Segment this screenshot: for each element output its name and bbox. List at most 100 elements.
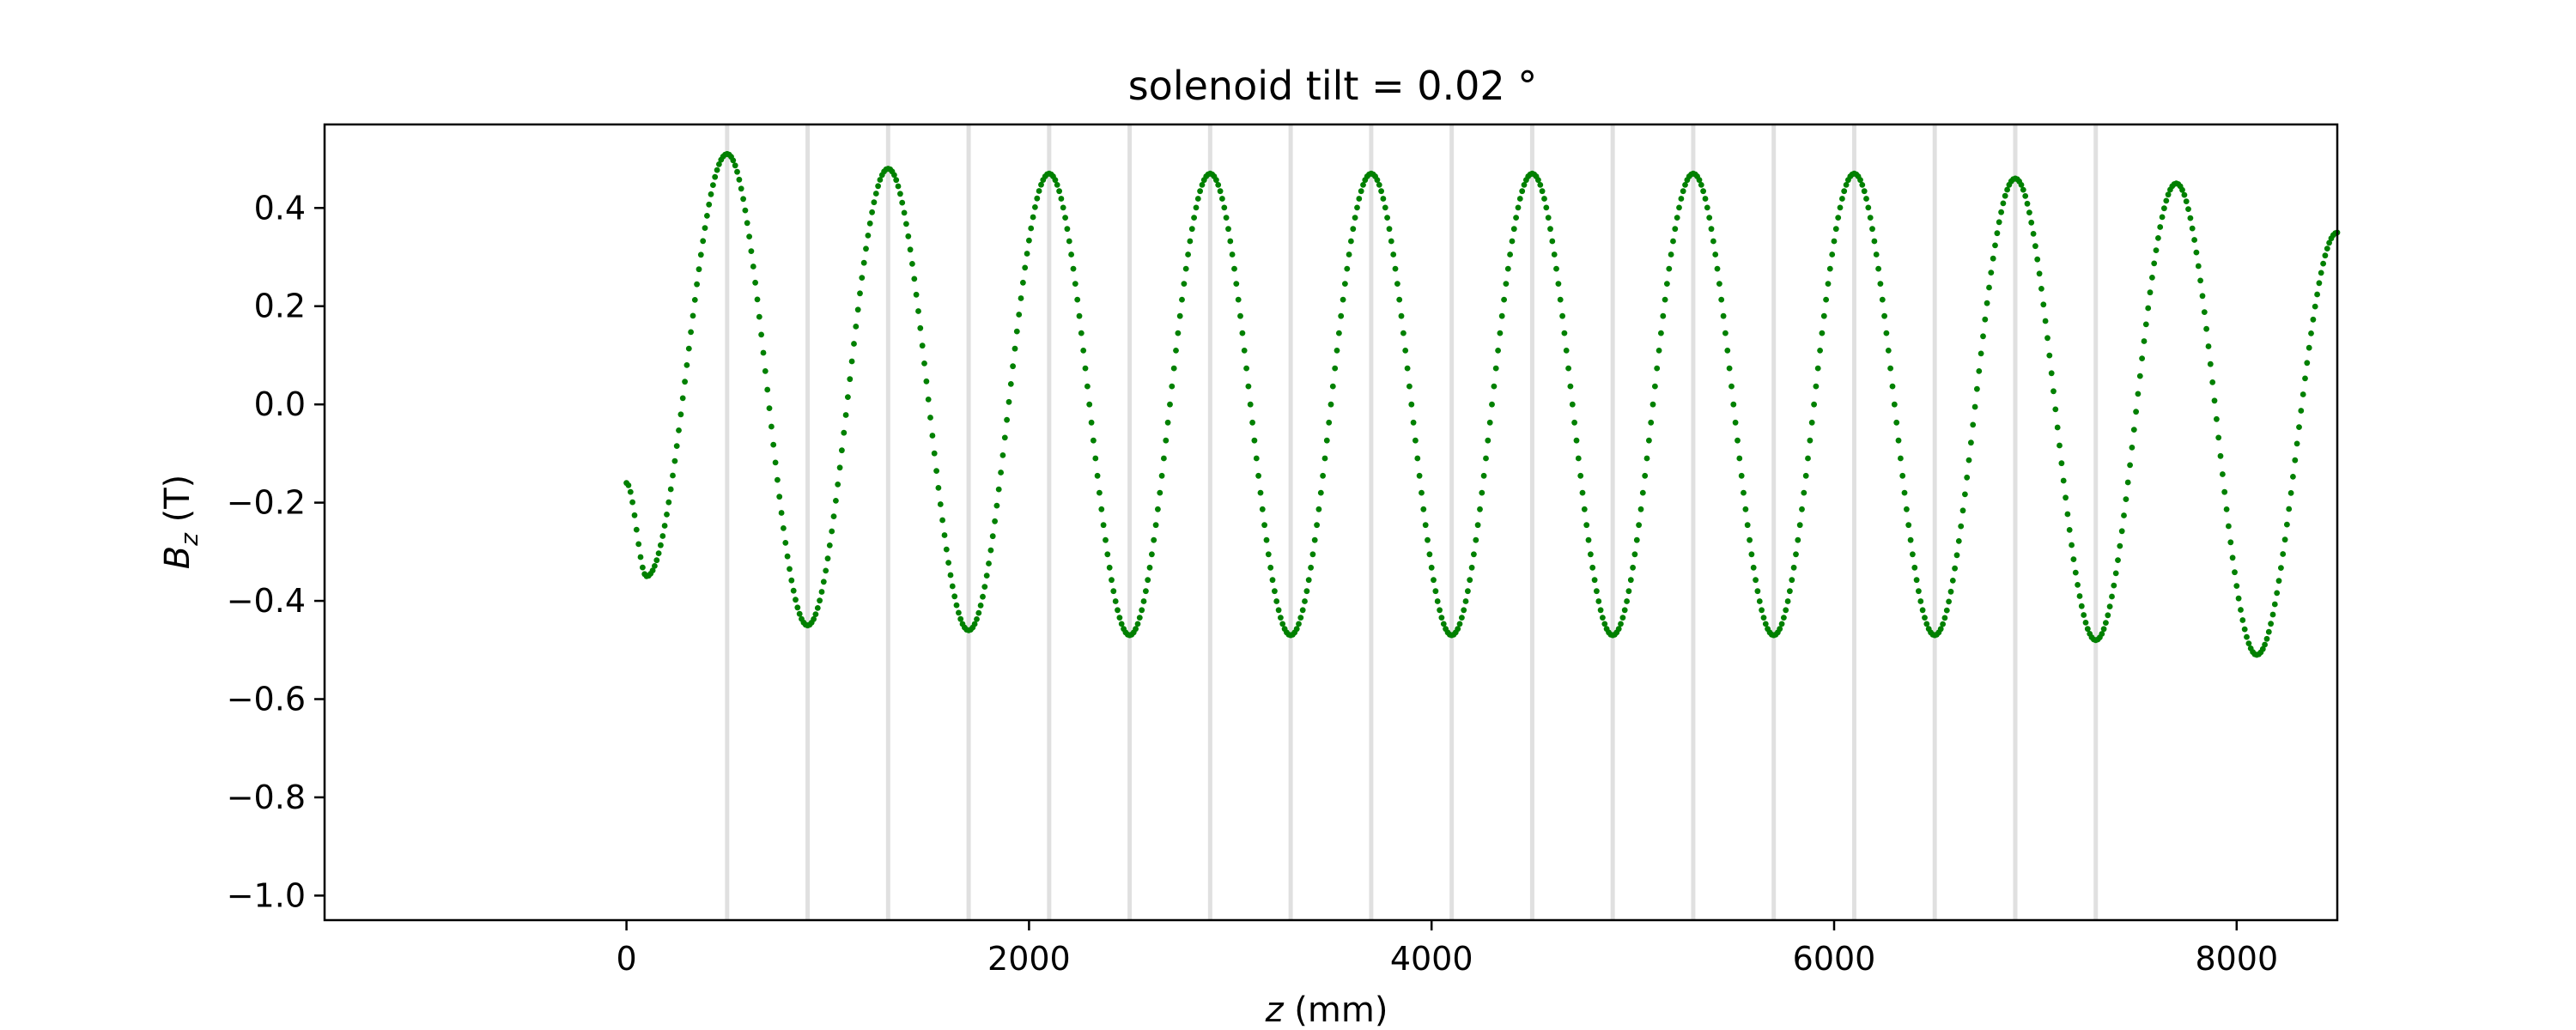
data-point (2084, 626, 2091, 633)
data-point (1736, 455, 1743, 462)
data-point (2124, 479, 2131, 486)
data-point (845, 394, 851, 400)
data-point (1516, 196, 1523, 202)
data-point (857, 290, 863, 297)
data-point (1146, 564, 1153, 571)
data-point (2069, 542, 2075, 548)
data-point (2030, 231, 2037, 237)
data-point (1700, 188, 1706, 195)
data-point (1747, 536, 1753, 543)
data-point (2054, 424, 2061, 431)
data-point (1185, 251, 1191, 258)
data-point (935, 485, 942, 491)
data-point (1474, 522, 1481, 529)
data-point (1326, 419, 1333, 426)
data-point (1901, 489, 1908, 496)
data-point (2130, 427, 2137, 433)
data-point (1992, 242, 1998, 249)
data-point (2320, 260, 2327, 267)
data-point (1646, 437, 1652, 444)
data-point (1479, 489, 1485, 496)
data-point (704, 213, 710, 219)
data-point (999, 452, 1006, 458)
data-point (1293, 626, 1300, 633)
data-point (2203, 325, 2210, 332)
data-point (752, 279, 758, 286)
data-point (736, 176, 743, 183)
y-tick-label: −0.4 (227, 582, 306, 620)
data-point (1422, 522, 1429, 529)
data-point (1076, 312, 1083, 319)
data-point (1789, 577, 1795, 584)
data-point (2193, 249, 2200, 256)
data-point (1913, 577, 1920, 584)
data-point (1392, 265, 1399, 272)
data-point (975, 609, 982, 616)
data-point (691, 297, 698, 303)
data-point (1231, 265, 1237, 272)
data-point (1741, 489, 1747, 496)
data-point (2262, 641, 2269, 648)
data-point (1996, 219, 2002, 226)
data-point (1188, 226, 1195, 233)
data-point (1176, 312, 1183, 319)
data-point (1323, 437, 1330, 444)
data-point (2324, 245, 2330, 251)
data-point (1026, 237, 1032, 244)
data-point (1311, 536, 1318, 543)
data-point (2296, 424, 2302, 430)
data-point (877, 177, 884, 183)
data-point (909, 261, 915, 267)
data-point (750, 264, 756, 270)
data-point (981, 584, 988, 590)
data-point (2034, 256, 2041, 263)
data-point (1799, 506, 1805, 512)
data-point (1263, 536, 1270, 543)
plot-frame (323, 123, 2339, 922)
x-tick-label: 4000 (1390, 940, 1473, 978)
data-point (784, 553, 791, 560)
data-point (1980, 333, 1986, 340)
data-point (1778, 621, 1785, 627)
data-point (1155, 506, 1161, 512)
data-point (1467, 577, 1473, 584)
data-point (2227, 539, 2234, 546)
data-point (1425, 536, 1431, 543)
data-point (2211, 397, 2218, 404)
data-point (1406, 383, 1413, 390)
data-point (812, 611, 819, 617)
data-point (933, 468, 939, 474)
data-point (1873, 251, 1880, 258)
data-point (1092, 455, 1099, 462)
data-point (1233, 281, 1240, 287)
data-point (787, 566, 793, 573)
data-point (1553, 265, 1559, 272)
data-point (1859, 182, 1866, 188)
data-point (1332, 365, 1339, 372)
data-point (762, 368, 769, 374)
data-point (732, 162, 738, 169)
data-point (826, 542, 833, 548)
data-point (2040, 301, 2047, 308)
data-point (897, 191, 903, 197)
data-point (1889, 383, 1896, 390)
data-point (1633, 536, 1640, 543)
data-point (2103, 620, 2109, 626)
data-point (2302, 375, 2308, 382)
data-point (1569, 401, 1576, 408)
data-point (907, 246, 914, 253)
data-point (1191, 215, 1197, 221)
data-point (817, 597, 823, 604)
data-point (2064, 511, 2071, 518)
data-point (1704, 204, 1710, 211)
data-point (1167, 401, 1173, 408)
data-point (1994, 230, 2001, 237)
data-point (1871, 238, 1878, 245)
data-point (1984, 300, 1990, 306)
data-point (793, 597, 799, 603)
data-point (1501, 296, 1507, 303)
data-point (1139, 607, 1145, 614)
data-point (1710, 238, 1716, 245)
data-point (1946, 598, 1953, 605)
data-point (1594, 588, 1600, 595)
